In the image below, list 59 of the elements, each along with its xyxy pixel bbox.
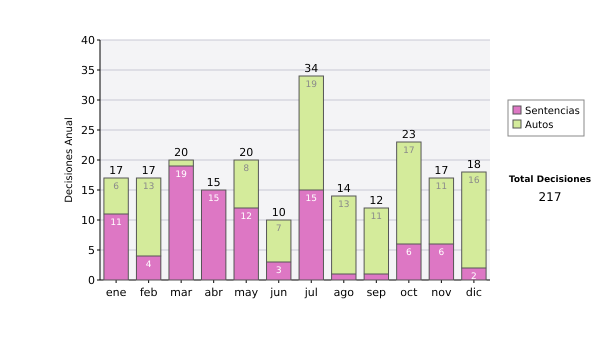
y-tick-label: 25 [81,124,95,137]
y-tick-label: 10 [81,214,95,227]
y-tick-label: 0 [88,274,95,287]
data-label: 19 [175,170,188,180]
x-tick-label: jun [269,286,288,299]
total-label: 20 [174,146,188,159]
text: Total Decisiones [508,175,592,185]
data-label: 4 [146,260,152,270]
y-axis-title: Decisiones Anual [64,117,75,203]
total-label: 17 [434,164,448,177]
x-tick-label: ago [334,286,354,299]
total-label: 23 [402,128,416,141]
x-tick-label: sep [366,286,386,299]
data-label: 19 [306,80,318,90]
total-label: 17 [109,164,124,177]
data-label: 15 [208,194,220,204]
total-label: 12 [369,194,384,207]
x-tick-label: nov [431,286,452,299]
total-label: 14 [336,182,351,195]
data-label: 11 [110,218,122,228]
data-label: 12 [240,212,252,222]
data-label: 13 [142,182,154,192]
data-label: 2 [471,272,477,282]
data-label: 16 [468,176,480,186]
x-tick-label: feb [140,286,158,299]
bar [200,190,226,280]
data-label: 13 [338,200,350,210]
data-label: 11 [370,212,382,222]
y-tick-label: 40 [81,34,95,47]
data-label: 6 [113,182,120,192]
legend-label: Sentencias [525,106,580,117]
data-label: 6 [406,248,412,258]
y-tick-label: 15 [81,184,95,197]
data-label: 11 [436,182,448,192]
data-label: 7 [276,224,282,234]
total-label: 34 [304,62,318,75]
x-tick-label: abr [204,286,224,299]
data-label: 17 [403,146,415,156]
y-tick-label: 5 [88,244,95,257]
data-label: 15 [306,194,317,204]
y-tick-label: 20 [81,154,95,167]
x-tick-label: ene [106,286,127,299]
total-label: 15 [206,176,221,189]
x-tick-label: jul [304,286,318,299]
data-label: 8 [243,164,250,174]
y-tick-label: 35 [81,64,95,77]
x-tick-label: mar [170,286,193,299]
text: 217 [538,190,562,204]
data-label: 6 [438,248,445,258]
y-tick-label: 30 [81,94,95,107]
total-label: 17 [142,164,156,177]
total-label: 20 [239,146,254,159]
x-tick-label: dic [466,286,482,299]
total-label: 18 [466,158,481,171]
x-tick-label: oct [400,286,418,299]
x-tick-label: may [234,286,259,299]
data-label: 3 [276,266,282,276]
total-label: 10 [272,206,286,219]
legend-label: Autos [525,120,554,131]
